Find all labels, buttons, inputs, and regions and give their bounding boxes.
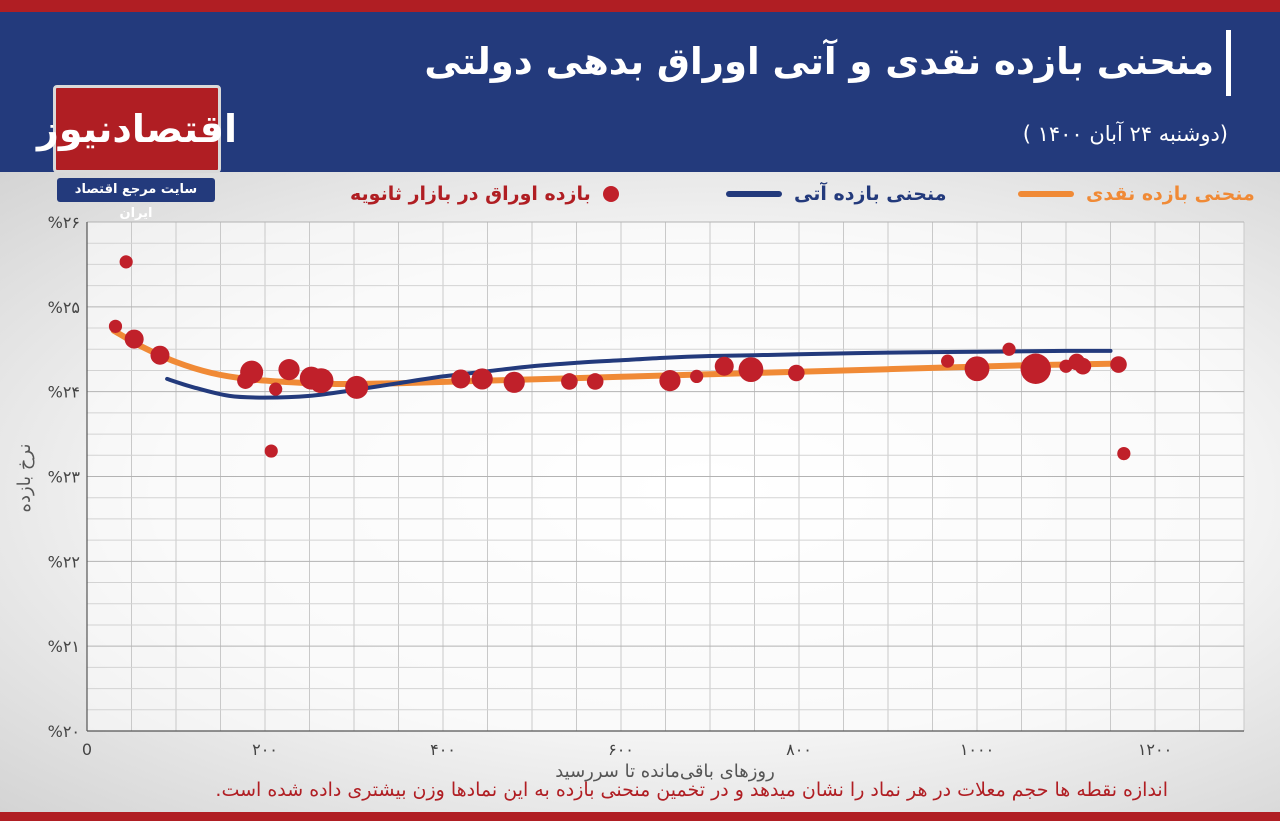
bond-yield-point <box>264 444 278 458</box>
bond-yield-point <box>345 375 369 399</box>
bond-yield-point <box>471 368 493 390</box>
x-tick-label: 0 <box>82 740 92 759</box>
legend-forward-label: منحنی بازده آتی <box>794 183 947 205</box>
x-tick-label: ۱۰۰۰ <box>960 740 994 759</box>
bond-yield-point <box>659 370 681 392</box>
top-stripe <box>0 0 1280 12</box>
bond-yield-point <box>690 369 704 383</box>
y-tick-label: %۲۱ <box>48 637 80 656</box>
bond-yield-point <box>240 360 264 384</box>
y-tick-label: %۲۲ <box>48 552 80 571</box>
bond-yield-point <box>561 373 578 390</box>
page-title: منحنی بازده نقدی و آتی اوراق بدهی دولتی <box>424 40 1214 83</box>
legend-bonds: بازده اوراق در بازار ثانویه <box>350 183 619 205</box>
logo[interactable]: اقتصادنیوز <box>37 85 237 173</box>
x-tick-label: ۶۰۰ <box>608 740 634 759</box>
bond-yield-point <box>119 255 133 269</box>
x-tick-label: ۸۰۰ <box>786 740 812 759</box>
forward-curve-line <box>165 348 1113 400</box>
bottom-stripe <box>0 812 1280 821</box>
x-axis-title: روزهای باقی‌مانده تا سررسید <box>555 761 775 782</box>
bond-yield-point <box>788 364 805 382</box>
legend-spot-swatch <box>1018 191 1074 197</box>
legend-spot-label: منحنی بازده نقدی <box>1086 183 1255 205</box>
bond-yield-point <box>941 354 955 368</box>
bond-yield-point <box>1020 353 1051 384</box>
logo-tagline: سایت مرجع اقتصاد ایران <box>57 178 215 221</box>
footnote: اندازه نقطه ها حجم معلات در هر نماد را ن… <box>215 779 1168 801</box>
legend-bonds-swatch <box>602 186 619 202</box>
y-tick-label: %۲۰ <box>48 722 80 741</box>
bond-yield-point <box>964 356 990 382</box>
legend-spot: منحنی بازده نقدی <box>1018 183 1255 205</box>
bond-yield-point <box>503 371 525 393</box>
bond-yield-point <box>1110 356 1127 373</box>
logo-text: اقتصادنیوز <box>36 107 238 151</box>
y-tick-label: %۲۵ <box>48 298 80 317</box>
bond-yield-point <box>1117 446 1131 461</box>
legend-forward-swatch <box>726 191 782 197</box>
bond-yield-point <box>714 356 734 376</box>
bond-yield-point <box>308 368 334 394</box>
legend-bonds-label: بازده اوراق در بازار ثانویه <box>350 183 591 205</box>
bond-yield-point <box>451 369 471 389</box>
legend-forward: منحنی بازده آتی <box>726 183 946 205</box>
y-axis-title: نرخ بازده <box>14 444 35 513</box>
bond-yield-point <box>738 357 764 383</box>
bond-yield-point <box>278 359 300 381</box>
bond-yield-point <box>1002 342 1016 356</box>
title-divider <box>1226 30 1231 96</box>
x-tick-label: ۱۲۰۰ <box>1138 740 1172 759</box>
bond-yield-point <box>269 382 283 396</box>
bond-yield-point <box>108 319 123 333</box>
y-tick-label: %۲۶ <box>48 213 80 232</box>
bond-yield-point <box>124 329 144 349</box>
x-tick-label: ۲۰۰ <box>252 740 278 759</box>
bond-yield-point <box>1074 357 1092 375</box>
y-tick-label: %۲۴ <box>48 383 80 402</box>
page-date: (دوشنبه ۲۴ آبان ۱۴۰۰ ) <box>1022 122 1228 146</box>
bond-yield-point <box>150 345 170 365</box>
bond-yield-point <box>586 373 604 390</box>
y-tick-label: %۲۳ <box>48 468 81 487</box>
x-tick-label: ۴۰۰ <box>430 740 456 759</box>
